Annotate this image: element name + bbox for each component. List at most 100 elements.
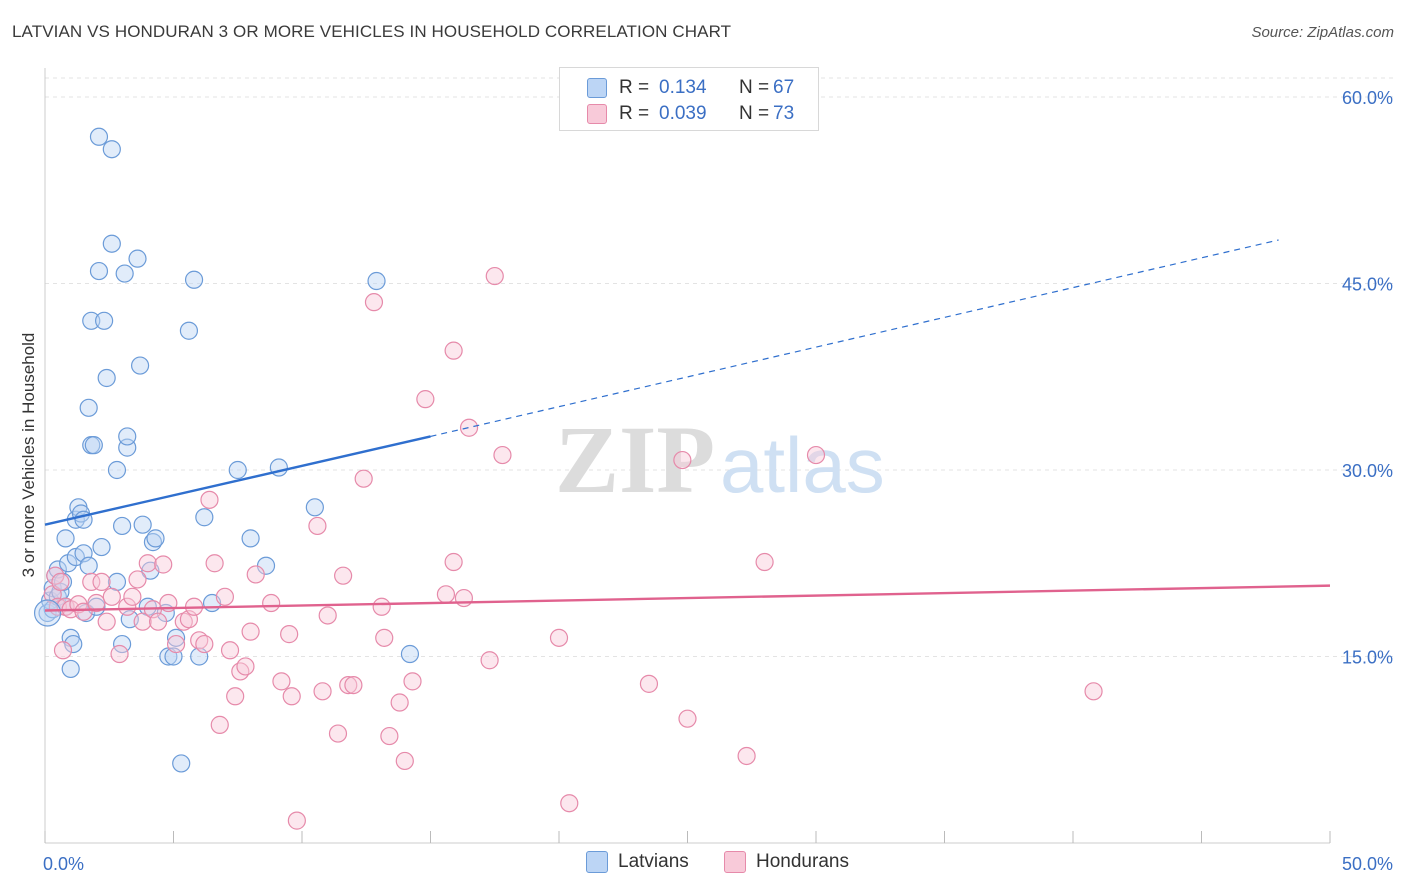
point-hondurans [755,552,774,572]
point-hondurans [1084,682,1103,701]
point-latvians [195,508,214,527]
point-hondurans [328,724,348,743]
point-hondurans [74,602,93,621]
point-latvians [102,234,121,253]
point-hondurans [287,811,306,830]
point-hondurans [549,628,569,647]
point-latvians [33,599,62,627]
legend-n-value: 73 [773,103,795,124]
trend-line-latvians [44,435,431,526]
point-hondurans [480,651,499,670]
legend-swatch-hondurans [587,104,607,124]
legend-swatch-latvians [587,78,607,98]
axes [44,68,1331,844]
point-hondurans [282,687,301,706]
point-hondurans [339,675,358,695]
point-hondurans [375,628,394,647]
point-hondurans [372,597,391,616]
point-hondurans [166,634,186,654]
point-latvians [118,427,137,446]
point-hondurans [390,693,409,712]
point-hondurans [354,469,373,488]
point-latvians [89,127,109,146]
point-latvians [179,321,199,340]
point-latvians [305,498,324,517]
x-tick-label-min: 0.0% [43,854,84,874]
point-latvians [56,529,75,548]
point-hondurans [344,675,363,695]
point-hondurans [262,593,281,613]
point-hondurans [318,606,337,625]
point-hondurans [403,672,422,691]
source-label: Source: ZipAtlas.com [1251,24,1394,41]
point-hondurans [205,554,224,573]
point-hondurans [133,612,152,631]
watermark-atlas: atlas [720,421,885,509]
point-hondurans [806,445,826,465]
point-latvians [172,754,191,773]
point-hondurans [154,555,173,574]
legend-box: R = 0.134 N = 67 R = 0.039 N = 73 [559,67,819,131]
legend-r-value: 0.134 [659,77,707,98]
point-hondurans [246,565,265,584]
point-hondurans [444,341,463,360]
point-latvians [95,311,114,330]
bottom-legend-swatch-latvians [586,851,608,873]
point-hondurans [639,674,659,693]
point-hondurans [459,418,479,437]
bottom-legend-label-latvians: Latvians [618,851,689,872]
legend-r-label: R = [619,103,650,124]
point-hondurans [92,572,111,592]
point-hondurans [241,622,260,641]
legend-row-latvians: R = 0.134 N = 67 [587,75,794,101]
legend-r-label: R = [619,77,650,98]
y-tick-label: 60.0% [1342,88,1393,108]
point-hondurans [560,794,579,813]
point-latvians [166,628,186,647]
point-latvians [79,398,98,417]
point-latvians [184,270,204,289]
point-hondurans [737,746,756,766]
x-tick-label-max: 50.0% [1342,854,1393,874]
point-hondurans [280,625,299,644]
y-tick-label: 30.0% [1342,461,1393,481]
point-hondurans [436,585,456,604]
point-hondurans [51,572,70,592]
point-hondurans [87,593,106,613]
tick-labels: 15.0% 30.0% 45.0% 60.0% 0.0% 50.0% [43,88,1393,874]
point-hondurans [148,612,168,631]
bottom-legend-latvians: Latvians [586,851,689,873]
point-hondurans [97,612,116,631]
point-hondurans [123,587,142,606]
point-hondurans [380,726,399,746]
point-latvians [367,271,386,291]
point-latvians [61,659,80,679]
point-hondurans [454,588,474,608]
bottom-legend-swatch-hondurans [724,851,746,873]
point-hondurans [118,597,137,616]
point-latvians [89,261,109,281]
point-latvians [112,516,132,536]
legend-row-hondurans: R = 0.039 N = 73 [587,101,794,127]
trend-line-hondurans [44,584,1331,612]
point-latvians [146,529,165,548]
point-hondurans [395,751,414,771]
point-latvians [64,634,83,654]
point-hondurans [236,657,255,676]
y-tick-label: 45.0% [1342,275,1393,295]
point-hondurans [220,641,240,660]
point-hondurans [226,687,245,706]
point-hondurans [673,450,692,470]
point-hondurans [195,634,214,654]
point-latvians [130,356,150,375]
grid-lines [45,77,1395,657]
point-hondurans [128,570,147,589]
trend-line-latvians-extension [430,239,1279,438]
point-latvians [115,264,134,283]
point-hondurans [53,641,73,660]
point-latvians [107,460,127,480]
point-hondurans [364,293,384,312]
point-hondurans [82,572,101,592]
point-hondurans [416,390,435,409]
